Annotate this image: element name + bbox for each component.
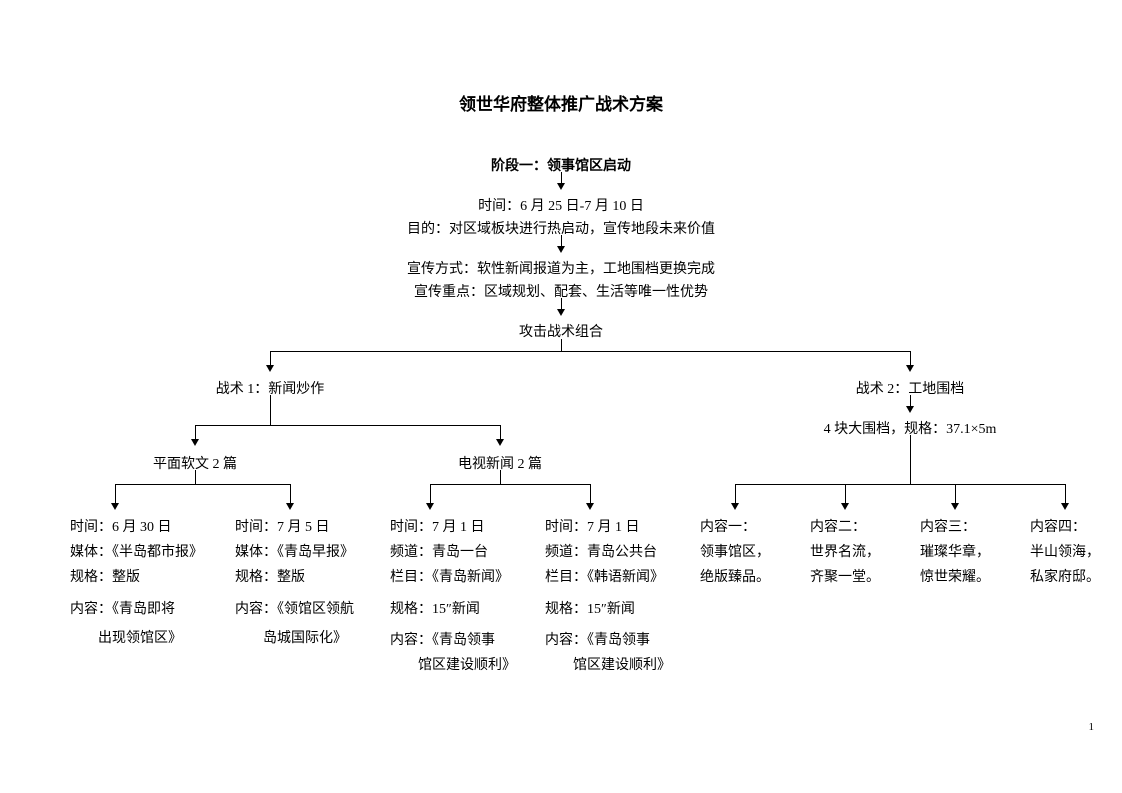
connector	[910, 351, 911, 366]
c1-h: 内容一：	[700, 515, 770, 540]
time-line: 时间：6 月 25 日-7 月 10 日	[0, 195, 1122, 215]
arrow-icon	[586, 503, 594, 510]
content4: 内容四： 半山领海， 私家府邸。	[1030, 515, 1100, 591]
print1-l4: 内容：《青岛即将	[70, 597, 203, 622]
arrow-icon	[266, 365, 274, 372]
connector	[430, 484, 431, 504]
print2-l1: 时间：7 月 5 日	[235, 515, 354, 540]
connector	[270, 351, 271, 366]
tv2-l3: 栏目：《韩语新闻》	[545, 565, 671, 590]
print1: 时间：6 月 30 日 媒体：《半岛都市报》 规格：整版 内容：《青岛即将 出现…	[70, 515, 203, 651]
connector	[115, 484, 116, 504]
c3-a: 璀璨华章，	[920, 540, 990, 565]
connector	[590, 484, 591, 504]
c2-a: 世界名流，	[810, 540, 880, 565]
arrow-icon	[111, 503, 119, 510]
print2-l4: 内容：《领馆区领航	[235, 597, 354, 622]
content3: 内容三： 璀璨华章， 惊世荣耀。	[920, 515, 990, 591]
print1-l1: 时间：6 月 30 日	[70, 515, 203, 540]
connector	[500, 425, 501, 440]
c4-h: 内容四：	[1030, 515, 1100, 540]
c1-b: 绝版臻品。	[700, 565, 770, 590]
c2-b: 齐聚一堂。	[810, 565, 880, 590]
connector	[845, 484, 846, 504]
content1: 内容一： 领事馆区， 绝版臻品。	[700, 515, 770, 591]
tv1-l4: 规格：15″新闻	[390, 597, 516, 622]
connector	[290, 484, 291, 504]
tv2-l1: 时间：7 月 1 日	[545, 515, 671, 540]
connector	[270, 395, 271, 425]
tv1-l6: 馆区建设顺利》	[390, 653, 516, 678]
c4-b: 私家府邸。	[1030, 565, 1100, 590]
doc-title: 领世华府整体推广战术方案	[0, 90, 1122, 115]
print2-l3: 规格：整版	[235, 565, 354, 590]
arrow-icon	[426, 503, 434, 510]
tv2: 时间：7 月 1 日 频道：青岛公共台 栏目：《韩语新闻》 规格：15″新闻 内…	[545, 515, 671, 678]
connector	[270, 351, 910, 352]
connector	[910, 435, 911, 484]
connector	[195, 425, 500, 426]
arrow-icon	[496, 439, 504, 446]
tv2-l6: 馆区建设顺利》	[545, 653, 671, 678]
tv1-l1: 时间：7 月 1 日	[390, 515, 516, 540]
method-line: 宣传方式：软性新闻报道为主，工地围档更换完成	[0, 258, 1122, 278]
content2: 内容二： 世界名流， 齐聚一堂。	[810, 515, 880, 591]
arrow-icon	[906, 406, 914, 413]
connector	[195, 425, 196, 440]
connector	[561, 339, 562, 351]
c1-a: 领事馆区，	[700, 540, 770, 565]
arrow-icon	[557, 246, 565, 253]
connector	[735, 484, 1065, 485]
connector	[195, 470, 196, 484]
arrow-icon	[731, 503, 739, 510]
c2-h: 内容二：	[810, 515, 880, 540]
tv2-l2: 频道：青岛公共台	[545, 540, 671, 565]
tv2-l4: 规格：15″新闻	[545, 597, 671, 622]
connector	[430, 484, 590, 485]
tv1: 时间：7 月 1 日 频道：青岛一台 栏目：《青岛新闻》 规格：15″新闻 内容…	[390, 515, 516, 678]
arrow-icon	[951, 503, 959, 510]
arrow-icon	[906, 365, 914, 372]
print1-l5: 出现领馆区》	[70, 622, 203, 651]
c4-a: 半山领海，	[1030, 540, 1100, 565]
connector	[115, 484, 290, 485]
tv1-l2: 频道：青岛一台	[390, 540, 516, 565]
tv1-l3: 栏目：《青岛新闻》	[390, 565, 516, 590]
print2-l2: 媒体：《青岛早报》	[235, 540, 354, 565]
arrow-icon	[841, 503, 849, 510]
print2: 时间：7 月 5 日 媒体：《青岛早报》 规格：整版 内容：《领馆区领航 岛城国…	[235, 515, 354, 651]
c3-h: 内容三：	[920, 515, 990, 540]
tv1-l5: 内容：《青岛领事	[390, 628, 516, 653]
print1-l3: 规格：整版	[70, 565, 203, 590]
tv2-l5: 内容：《青岛领事	[545, 628, 671, 653]
connector	[735, 484, 736, 504]
c3-b: 惊世荣耀。	[920, 565, 990, 590]
connector	[1065, 484, 1066, 504]
arrow-icon	[557, 183, 565, 190]
connector	[500, 470, 501, 484]
connector	[955, 484, 956, 504]
page-number: 1	[1089, 721, 1095, 733]
arrow-icon	[1061, 503, 1069, 510]
print1-l2: 媒体：《半岛都市报》	[70, 540, 203, 565]
arrow-icon	[286, 503, 294, 510]
arrow-icon	[191, 439, 199, 446]
arrow-icon	[557, 309, 565, 316]
print2-l5: 岛城国际化》	[235, 622, 354, 651]
combo-label: 攻击战术组合	[0, 321, 1122, 341]
